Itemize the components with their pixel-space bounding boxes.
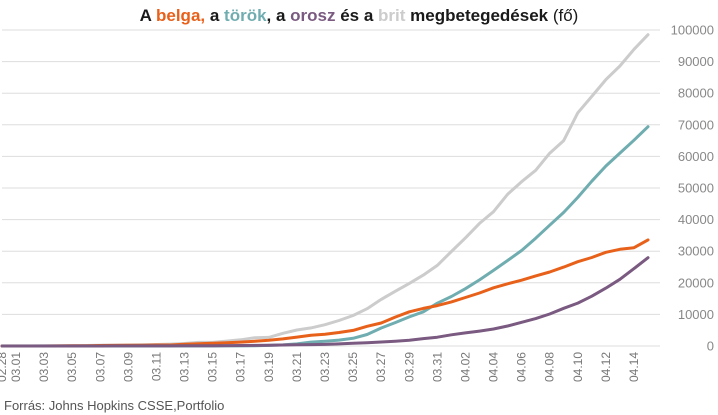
x-tick-label: 03.03 — [37, 352, 51, 382]
title-part-text: a — [205, 6, 225, 25]
y-tick-label: 50000 — [678, 181, 714, 196]
y-tick-label: 60000 — [678, 149, 714, 164]
title-part-russia: orosz — [290, 6, 336, 25]
y-tick-label: 40000 — [678, 212, 714, 227]
title-part-text: megbetegedések — [405, 6, 549, 25]
y-tick-label: 10000 — [678, 307, 714, 322]
x-tick-label: 04.14 — [627, 352, 641, 382]
y-tick-label: 100000 — [671, 23, 714, 38]
series-line-uk — [0, 33, 650, 348]
x-tick-label: 03.13 — [178, 352, 192, 382]
x-tick-label: 03.01 — [9, 352, 23, 382]
y-tick-label: 30000 — [678, 244, 714, 259]
x-tick-label: 03.05 — [65, 352, 79, 382]
series-lines — [0, 33, 650, 348]
x-tick-label: 04.12 — [599, 352, 613, 382]
x-tick-label: 04.10 — [571, 352, 585, 382]
title-part-turkey: török — [224, 6, 267, 25]
x-tick-label: 03.21 — [290, 352, 304, 382]
grid — [2, 29, 660, 347]
x-axis-ticks: 02.28 03.01 03.03 03.05 03.07 03.09 03.11 03.13… — [0, 352, 641, 382]
x-tick-label: 03.23 — [318, 352, 332, 382]
x-tick-label: 03.25 — [346, 352, 360, 382]
x-tick-label: 03.27 — [374, 352, 388, 382]
y-tick-label: 20000 — [678, 275, 714, 290]
x-tick-label: 03.17 — [234, 352, 248, 382]
source-note: Forrás: Johns Hopkins CSSE,Portfolio — [4, 398, 225, 413]
x-tick-label: 02.28 — [0, 352, 9, 382]
x-tick-label: 03.07 — [93, 352, 107, 382]
x-tick-label: 03.31 — [430, 352, 444, 382]
title-part-belgium: belga, — [156, 6, 206, 25]
x-tick-label: 03.15 — [206, 352, 220, 382]
x-tick-label: 03.29 — [402, 352, 416, 382]
y-tick-label: 70000 — [678, 117, 714, 132]
title-part-text: és a — [335, 6, 379, 25]
title-part-text: (fő) — [548, 6, 579, 25]
series-line-belgium — [0, 238, 650, 348]
x-tick-label: 03.19 — [262, 352, 276, 382]
title-part-text: , a — [266, 6, 291, 25]
chart-title: A belga, a török, a orosz és a brit megb… — [0, 6, 718, 26]
series-line-russia — [0, 256, 650, 348]
x-tick-label: 04.04 — [487, 352, 501, 382]
y-tick-label: 90000 — [678, 54, 714, 69]
title-part-text: A — [139, 6, 156, 25]
y-tick-label: 0 — [707, 339, 714, 354]
x-tick-label: 04.02 — [458, 352, 472, 382]
y-tick-label: 80000 — [678, 86, 714, 101]
y-axis-ticks: 0 10000 20000 30000 40000 50000 60000 70000 8000… — [671, 23, 714, 354]
x-tick-label: 04.08 — [543, 352, 557, 382]
x-tick-label: 03.09 — [121, 352, 135, 382]
title-part-uk: brit — [378, 6, 406, 25]
x-tick-label: 03.11 — [149, 352, 163, 381]
x-tick-label: 04.06 — [515, 352, 529, 382]
